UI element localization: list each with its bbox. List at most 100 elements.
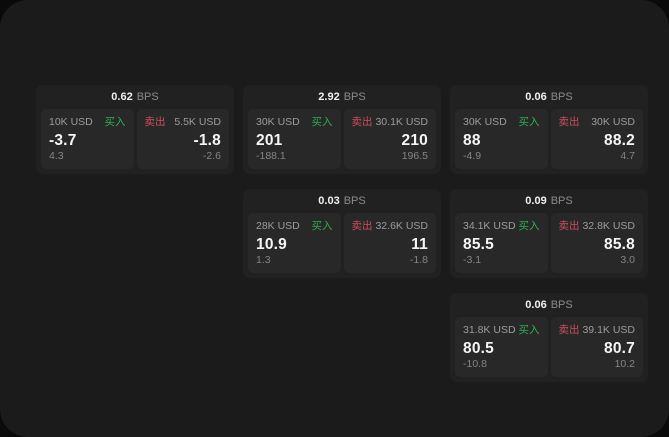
buy-panel[interactable]: 10K USD 买入 -3.7 4.3 [41,109,134,169]
card-body: 31.8K USD 买入 80.5 -10.8 卖出 39.1K USD 80.… [450,314,648,382]
buy-amount: 30K USD [463,116,507,128]
buy-side-label: 买入 [311,116,333,128]
card-header: 0.62 BPS [36,85,234,106]
sell-price: -1.8 [193,131,221,149]
card-body: 30K USD 买入 201 -188.1 卖出 30.1K USD 210 1… [243,106,441,174]
card-header: 2.92 BPS [243,85,441,106]
quote-card: 0.06 BPS 31.8K USD 买入 80.5 -10.8 卖出 39.1… [450,293,648,382]
buy-sub-value: 4.3 [49,150,64,163]
sell-amount: 39.1K USD [582,324,635,336]
buy-panel-top: 28K USD 买入 [256,220,333,233]
buy-sub-value: -10.8 [463,358,487,371]
buy-amount: 10K USD [49,116,93,128]
buy-panel[interactable]: 30K USD 买入 201 -188.1 [248,109,341,169]
card-body: 30K USD 买入 88 -4.9 卖出 30K USD 88.2 4.7 [450,106,648,174]
buy-sub-value: -3.1 [463,254,482,267]
sell-sub-value: 3.0 [620,254,635,267]
buy-sub-value: -4.9 [463,150,482,163]
sell-amount: 5.5K USD [174,116,221,128]
buy-panel[interactable]: 31.8K USD 买入 80.5 -10.8 [455,317,548,377]
sell-panel[interactable]: 卖出 39.1K USD 80.7 10.2 [550,317,643,377]
card-header: 0.03 BPS [243,189,441,210]
buy-price: 88 [463,131,481,149]
sell-sub-value: -1.8 [409,254,428,267]
sell-amount: 30K USD [591,116,635,128]
bps-value: 0.03 [318,195,340,207]
buy-price: 201 [256,131,283,149]
buy-price: 10.9 [256,235,287,253]
card-header: 0.06 BPS [450,85,648,106]
bps-unit-label: BPS [343,91,366,103]
card-header: 0.09 BPS [450,189,648,210]
quote-card: 0.09 BPS 34.1K USD 买入 85.5 -3.1 卖出 32.8K… [450,189,648,278]
buy-side-label: 买入 [518,324,540,336]
buy-price: 85.5 [463,235,494,253]
sell-price: 11 [411,235,428,253]
bps-value: 0.06 [525,299,547,311]
card-body: 10K USD 买入 -3.7 4.3 卖出 5.5K USD -1.8 -2.… [36,106,234,174]
sell-panel-top: 卖出 30K USD [559,116,636,129]
cards-grid: 0.62 BPS 10K USD 买入 -3.7 4.3 卖出 5.5K USD… [36,85,648,382]
sell-side-label: 卖出 [144,116,166,128]
buy-amount: 30K USD [256,116,300,128]
buy-panel-top: 30K USD 买入 [256,116,333,129]
quote-card: 0.06 BPS 30K USD 买入 88 -4.9 卖出 30K USD 8… [450,85,648,174]
buy-panel-top: 10K USD 买入 [49,116,126,129]
sell-amount: 32.8K USD [582,220,635,232]
sell-panel[interactable]: 卖出 32.8K USD 85.8 3.0 [550,213,643,273]
sell-sub-value: -2.6 [202,150,221,163]
buy-price: -3.7 [49,131,77,149]
bps-unit-label: BPS [550,195,573,207]
buy-panel[interactable]: 34.1K USD 买入 85.5 -3.1 [455,213,548,273]
buy-side-label: 买入 [518,116,540,128]
buy-panel-top: 34.1K USD 买入 [463,220,540,233]
sell-panel-top: 卖出 32.6K USD [352,220,429,233]
sell-price: 80.7 [604,339,635,357]
sell-panel[interactable]: 卖出 32.6K USD 11 -1.8 [343,213,436,273]
sell-panel-top: 卖出 32.8K USD [559,220,636,233]
sell-side-label: 卖出 [558,116,580,128]
card-header: 0.06 BPS [450,293,648,314]
buy-panel-top: 30K USD 买入 [463,116,540,129]
buy-amount: 28K USD [256,220,300,232]
bps-value: 0.62 [111,91,133,103]
card-body: 28K USD 买入 10.9 1.3 卖出 32.6K USD 11 -1.8 [243,210,441,278]
buy-sub-value: -188.1 [256,150,286,163]
sell-side-label: 卖出 [351,116,373,128]
bps-value: 0.06 [525,91,547,103]
card-body: 34.1K USD 买入 85.5 -3.1 卖出 32.8K USD 85.8… [450,210,648,278]
sell-panel[interactable]: 卖出 5.5K USD -1.8 -2.6 [136,109,229,169]
buy-amount: 34.1K USD [463,220,516,232]
sell-panel[interactable]: 卖出 30K USD 88.2 4.7 [550,109,643,169]
bps-value: 0.09 [525,195,547,207]
sell-panel[interactable]: 卖出 30.1K USD 210 196.5 [343,109,436,169]
sell-panel-top: 卖出 30.1K USD [352,116,429,129]
buy-panel-top: 31.8K USD 买入 [463,324,540,337]
sell-price: 85.8 [604,235,635,253]
sell-price: 210 [401,131,428,149]
buy-price: 80.5 [463,339,494,357]
bps-unit-label: BPS [343,195,366,207]
buy-amount: 31.8K USD [463,324,516,336]
buy-side-label: 买入 [518,220,540,232]
sell-amount: 30.1K USD [375,116,428,128]
sell-panel-top: 卖出 39.1K USD [559,324,636,337]
buy-panel[interactable]: 30K USD 买入 88 -4.9 [455,109,548,169]
buy-side-label: 买入 [311,220,333,232]
bps-unit-label: BPS [550,91,573,103]
buy-side-label: 买入 [104,116,126,128]
bps-value: 2.92 [318,91,340,103]
sell-amount: 32.6K USD [375,220,428,232]
sell-sub-value: 196.5 [401,150,428,163]
sell-panel-top: 卖出 5.5K USD [145,116,222,129]
sell-side-label: 卖出 [558,324,580,336]
quote-card: 0.62 BPS 10K USD 买入 -3.7 4.3 卖出 5.5K USD… [36,85,234,174]
bps-unit-label: BPS [136,91,159,103]
quote-card: 0.03 BPS 28K USD 买入 10.9 1.3 卖出 32.6K US… [243,189,441,278]
sell-side-label: 卖出 [351,220,373,232]
buy-panel[interactable]: 28K USD 买入 10.9 1.3 [248,213,341,273]
sell-price: 88.2 [604,131,635,149]
buy-sub-value: 1.3 [256,254,271,267]
sell-sub-value: 4.7 [620,150,635,163]
